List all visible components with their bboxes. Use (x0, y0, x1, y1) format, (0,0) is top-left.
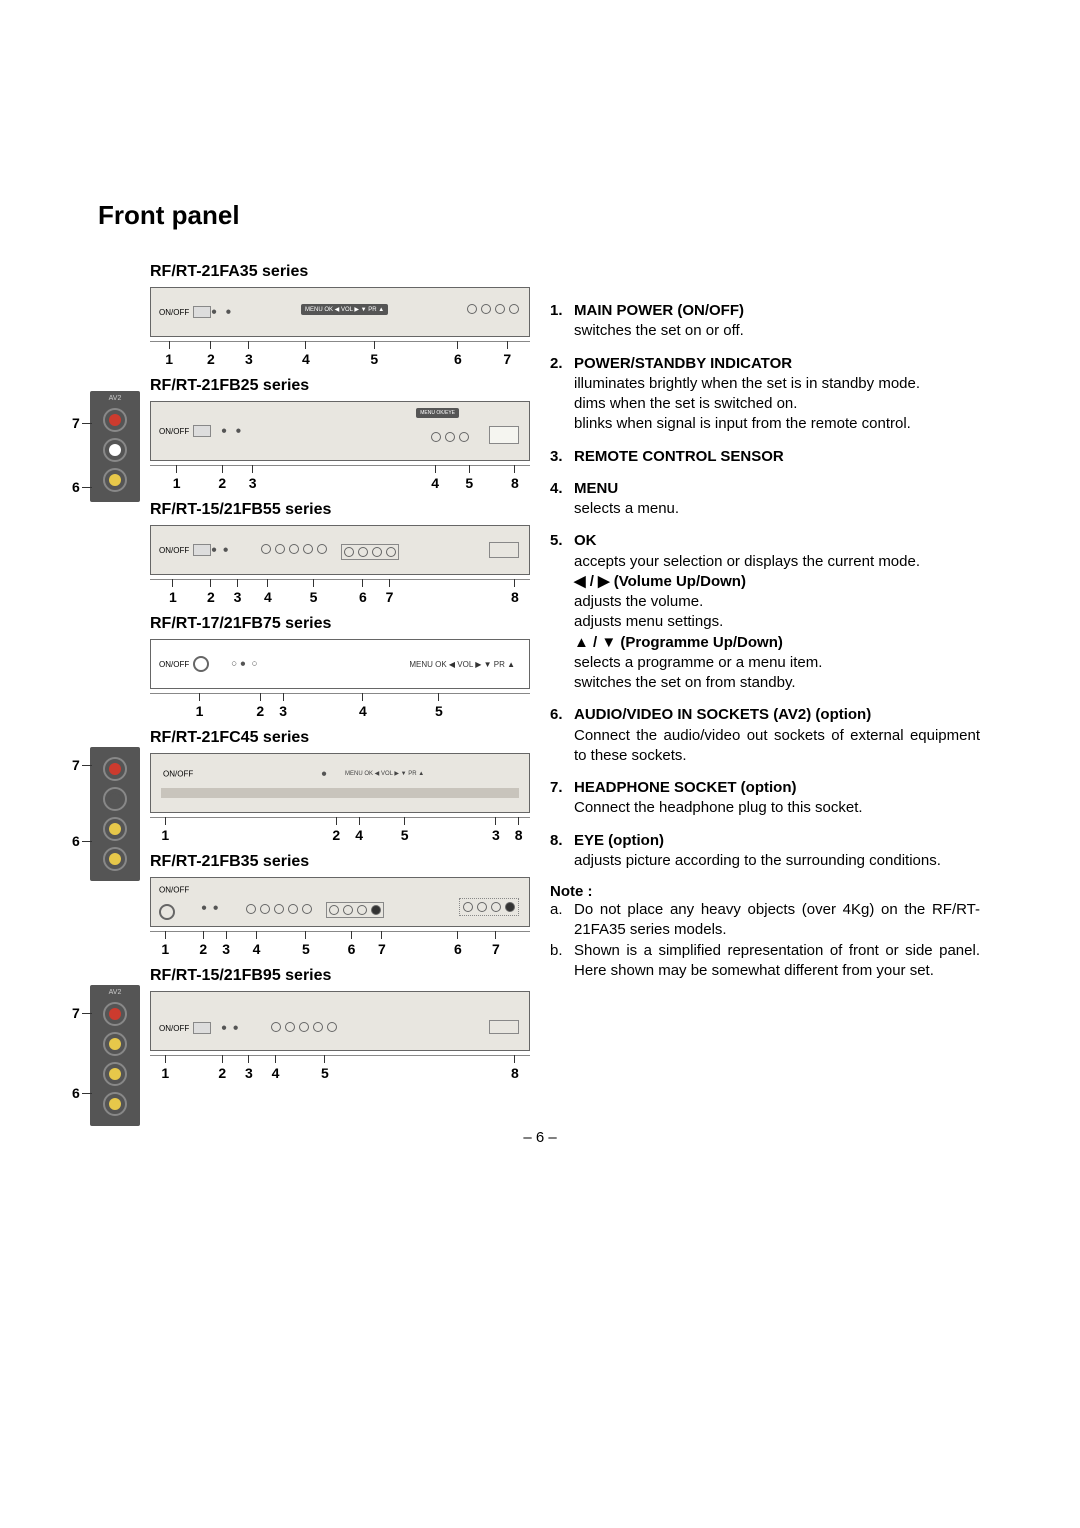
onoff-label: ON/OFF (163, 770, 193, 779)
note-heading: Note : (550, 883, 980, 900)
headphone-port-icon (103, 757, 127, 781)
av-sockets-icon (326, 902, 384, 918)
panel-fb75: ON/OFF ○ ● ○ MENU OK ◀ VOL ▶ ▼ PR ▲ (150, 639, 530, 689)
menu-strip: MENU OK/EYE (416, 408, 459, 418)
control-circles (431, 432, 469, 442)
side-num-7: 7 (72, 757, 80, 773)
menu-strip: MENU OK ◀ VOL ▶ ▼ PR ▲ (405, 658, 519, 671)
control-circles (261, 544, 327, 554)
menu-strip: MENU OK ◀ VOL ▶ ▼ PR ▲ (341, 768, 428, 779)
audio-port-icon (103, 817, 127, 841)
series-label: RF/RT-15/21FB55 series (150, 501, 530, 519)
side-num-6: 6 (72, 479, 80, 495)
desc-item-7: 7. HEADPHONE SOCKET (option) Connect the… (550, 778, 980, 819)
tick-row: 1 2 4 5 3 8 (150, 817, 530, 841)
tick-row: 1 2 3 4 5 (150, 693, 530, 717)
page-title: Front panel (98, 200, 990, 231)
indicator-dots: ● ● (221, 426, 241, 437)
video-port-icon (103, 847, 127, 871)
eye-box-icon (489, 1020, 519, 1034)
indicator-dots: ● ● (211, 307, 231, 318)
audio-port-icon (103, 787, 127, 811)
audio-port-icon (103, 1062, 127, 1086)
onoff-label: ON/OFF (159, 425, 211, 437)
desc-item-4: 4. MENU selects a menu. (550, 479, 980, 520)
panel-fb25: ON/OFF ● ● MENU OK/EYE (150, 401, 530, 461)
menu-strip: MENU OK ◀ VOL ▶ ▼ PR ▲ (301, 304, 388, 315)
page-columns: RF/RT-21FA35 series ON/OFF ● ● MENU OK ◀… (90, 251, 990, 1089)
eye-box-icon (489, 542, 519, 558)
note-item-b: b. Shown is a simplified representation … (550, 941, 980, 982)
power-button-icon (159, 904, 175, 920)
panel-fc45: ON/OFF ● MENU OK ◀ VOL ▶ ▼ PR ▲ (150, 753, 530, 813)
tick-row: 1 2 3 4 5 8 (150, 1055, 530, 1079)
desc-item-2: 2. POWER/STANDBY INDICATOR illuminates b… (550, 354, 980, 435)
av-sockets-icon (459, 898, 519, 916)
side-num-7: 7 (72, 1005, 80, 1021)
desc-item-8: 8. EYE (option) adjusts picture accordin… (550, 831, 980, 872)
side-num-6: 6 (72, 1085, 80, 1101)
control-circles (271, 1022, 337, 1032)
side-num-7: 7 (72, 415, 80, 431)
tick-row: 1 2 3 4 5 6 7 (150, 341, 530, 365)
panel-fb55: ON/OFF ● ● (150, 525, 530, 575)
series-label: RF/RT-21FB35 series (150, 853, 530, 871)
side-num-6: 6 (72, 833, 80, 849)
onoff-label: ON/OFF (159, 306, 211, 318)
indicator-dots: ● ● (221, 1023, 239, 1034)
side-jack-panel (90, 747, 140, 881)
tick-row: 1 2 3 4 5 6 7 8 (150, 579, 530, 603)
series-label: RF/RT-21FA35 series (150, 263, 530, 281)
desc-item-5: 5. OK accepts your selection or displays… (550, 531, 980, 693)
panel-fb35: ON/OFF ● ● (150, 877, 530, 927)
video-port-icon (103, 1092, 127, 1116)
description-column: 1. MAIN POWER (ON/OFF) switches the set … (550, 251, 980, 1089)
side-jack-panel: AV2 (90, 391, 140, 502)
page-number: – 6 – (90, 1129, 990, 1146)
control-circles (246, 904, 312, 914)
av-sockets-icon (467, 304, 519, 314)
eye-box-icon (489, 426, 519, 444)
onoff-label: ON/OFF (159, 1022, 211, 1034)
onoff-label: ON/OFF (159, 656, 209, 672)
tick-row: 1 2 3 4 5 8 (150, 465, 530, 489)
note-item-a: a. Do not place any heavy objects (over … (550, 900, 980, 941)
diagram-column: RF/RT-21FA35 series ON/OFF ● ● MENU OK ◀… (90, 251, 530, 1089)
av-sockets-icon (341, 544, 399, 560)
headphone-port-icon (103, 408, 127, 432)
audio-port-icon (103, 1032, 127, 1056)
indicator-dots: ● (321, 769, 327, 780)
series-label: RF/RT-21FC45 series (150, 729, 530, 747)
panel-fb95: ON/OFF ● ● (150, 991, 530, 1051)
indicator-dots: ○ ● ○ (231, 659, 257, 670)
panel-fa35: ON/OFF ● ● MENU OK ◀ VOL ▶ ▼ PR ▲ (150, 287, 530, 337)
audio-port-icon (103, 438, 127, 462)
desc-item-1: 1. MAIN POWER (ON/OFF) switches the set … (550, 301, 980, 342)
series-label: RF/RT-21FB25 series (150, 377, 530, 395)
tick-row: 1 2 3 4 5 6 7 6 7 (150, 931, 530, 955)
video-port-icon (103, 468, 127, 492)
side-jack-panel: AV2 (90, 985, 140, 1126)
series-label: RF/RT-17/21FB75 series (150, 615, 530, 633)
indicator-dots: ● ● (211, 545, 229, 556)
desc-item-3: 3. REMOTE CONTROL SENSOR (550, 447, 980, 467)
onoff-label: ON/OFF (159, 544, 211, 556)
headphone-port-icon (103, 1002, 127, 1026)
desc-item-6: 6. AUDIO/VIDEO IN SOCKETS (AV2) (option)… (550, 705, 980, 766)
panel-slot (161, 788, 519, 798)
indicator-dots: ● ● (201, 903, 219, 914)
onoff-label: ON/OFF (159, 886, 189, 895)
series-label: RF/RT-15/21FB95 series (150, 967, 530, 985)
